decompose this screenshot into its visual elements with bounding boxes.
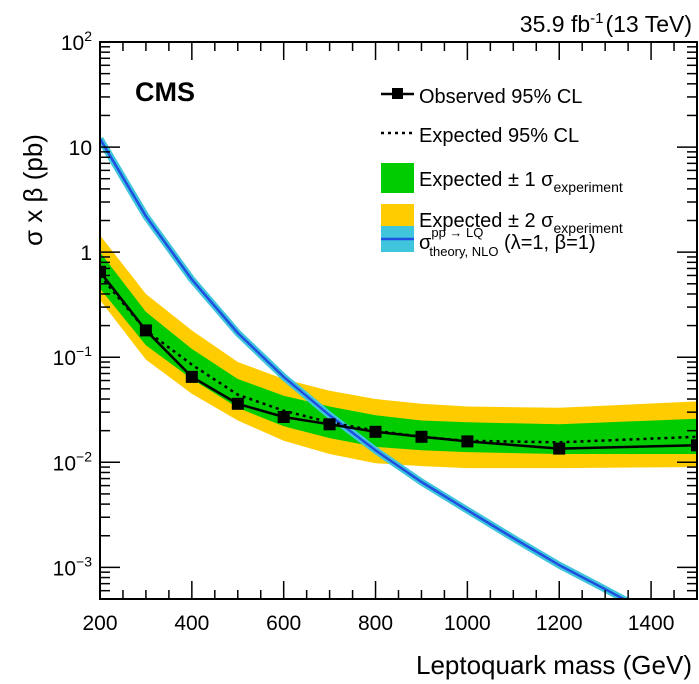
- x-tick-label: 1400: [628, 612, 675, 635]
- y-tick-label: 10−2: [53, 448, 93, 475]
- y-tick-label: 102: [61, 28, 92, 55]
- y-axis: 10−3 10−2 10−1 1 10 102: [53, 28, 697, 600]
- y-tick-label: 10−1: [53, 343, 93, 370]
- plot-frame: [99, 41, 698, 600]
- observed-point: [139, 324, 152, 337]
- x-tick-label: 200: [82, 612, 117, 635]
- legend-observed-label: Observed 95% CL: [419, 86, 582, 108]
- x-tick-label: 600: [266, 612, 301, 635]
- x-tick-label: 1000: [444, 612, 491, 635]
- y-axis-title: σ x β (pb): [18, 134, 48, 246]
- legend-theory-label: σpp → LQ theory, NLO (λ=1, β=1): [419, 225, 596, 259]
- expected-limit-line: [100, 274, 697, 444]
- x-tick-label: 800: [358, 612, 393, 635]
- observed-point: [553, 442, 566, 455]
- legend-observed-marker: [392, 88, 403, 99]
- x-tick-label: 1200: [536, 612, 583, 635]
- observed-point: [185, 370, 198, 383]
- legend-entry-expected: Expected 95% CL: [381, 125, 579, 147]
- x-tick-label: 400: [174, 612, 209, 635]
- legend-expected-label: Expected 95% CL: [419, 125, 579, 147]
- observed-point: [323, 418, 336, 431]
- theory-curve: [100, 138, 626, 599]
- y-tick-label: 1: [80, 242, 92, 265]
- legend-2sigma-label: Expected ± 2 σexperiment: [419, 210, 623, 236]
- lumi-label: 35.9 fb-1(13 TeV): [520, 10, 692, 37]
- legend-entry-theory: σpp → LQ theory, NLO (λ=1, β=1): [381, 225, 596, 259]
- observed-points: [100, 265, 697, 455]
- legend-entry-1sigma: Expected ± 1 σexperiment: [381, 163, 623, 195]
- legend: Observed 95% CL Expected 95% CL Expected…: [381, 86, 623, 259]
- x-axis-title: Leptoquark mass (GeV): [416, 650, 692, 680]
- x-axis: 200 400 600 800 1000 1200 1400: [82, 42, 698, 635]
- legend-entry-observed: Observed 95% CL: [381, 86, 582, 108]
- y-tick-label: 10−3: [53, 553, 93, 580]
- y-tick-label: 10: [69, 137, 92, 160]
- observed-point: [100, 265, 106, 278]
- observed-point: [369, 425, 382, 438]
- observed-point: [415, 430, 428, 443]
- observed-point: [277, 411, 290, 423]
- observed-point: [231, 397, 244, 410]
- expected-1sigma-band: [100, 252, 697, 454]
- cms-label: CMS: [135, 77, 195, 107]
- observed-point: [461, 435, 474, 448]
- legend-1sigma-swatch: [381, 163, 414, 193]
- observed-point: [691, 439, 697, 452]
- legend-1sigma-label: Expected ± 1 σexperiment: [419, 169, 623, 195]
